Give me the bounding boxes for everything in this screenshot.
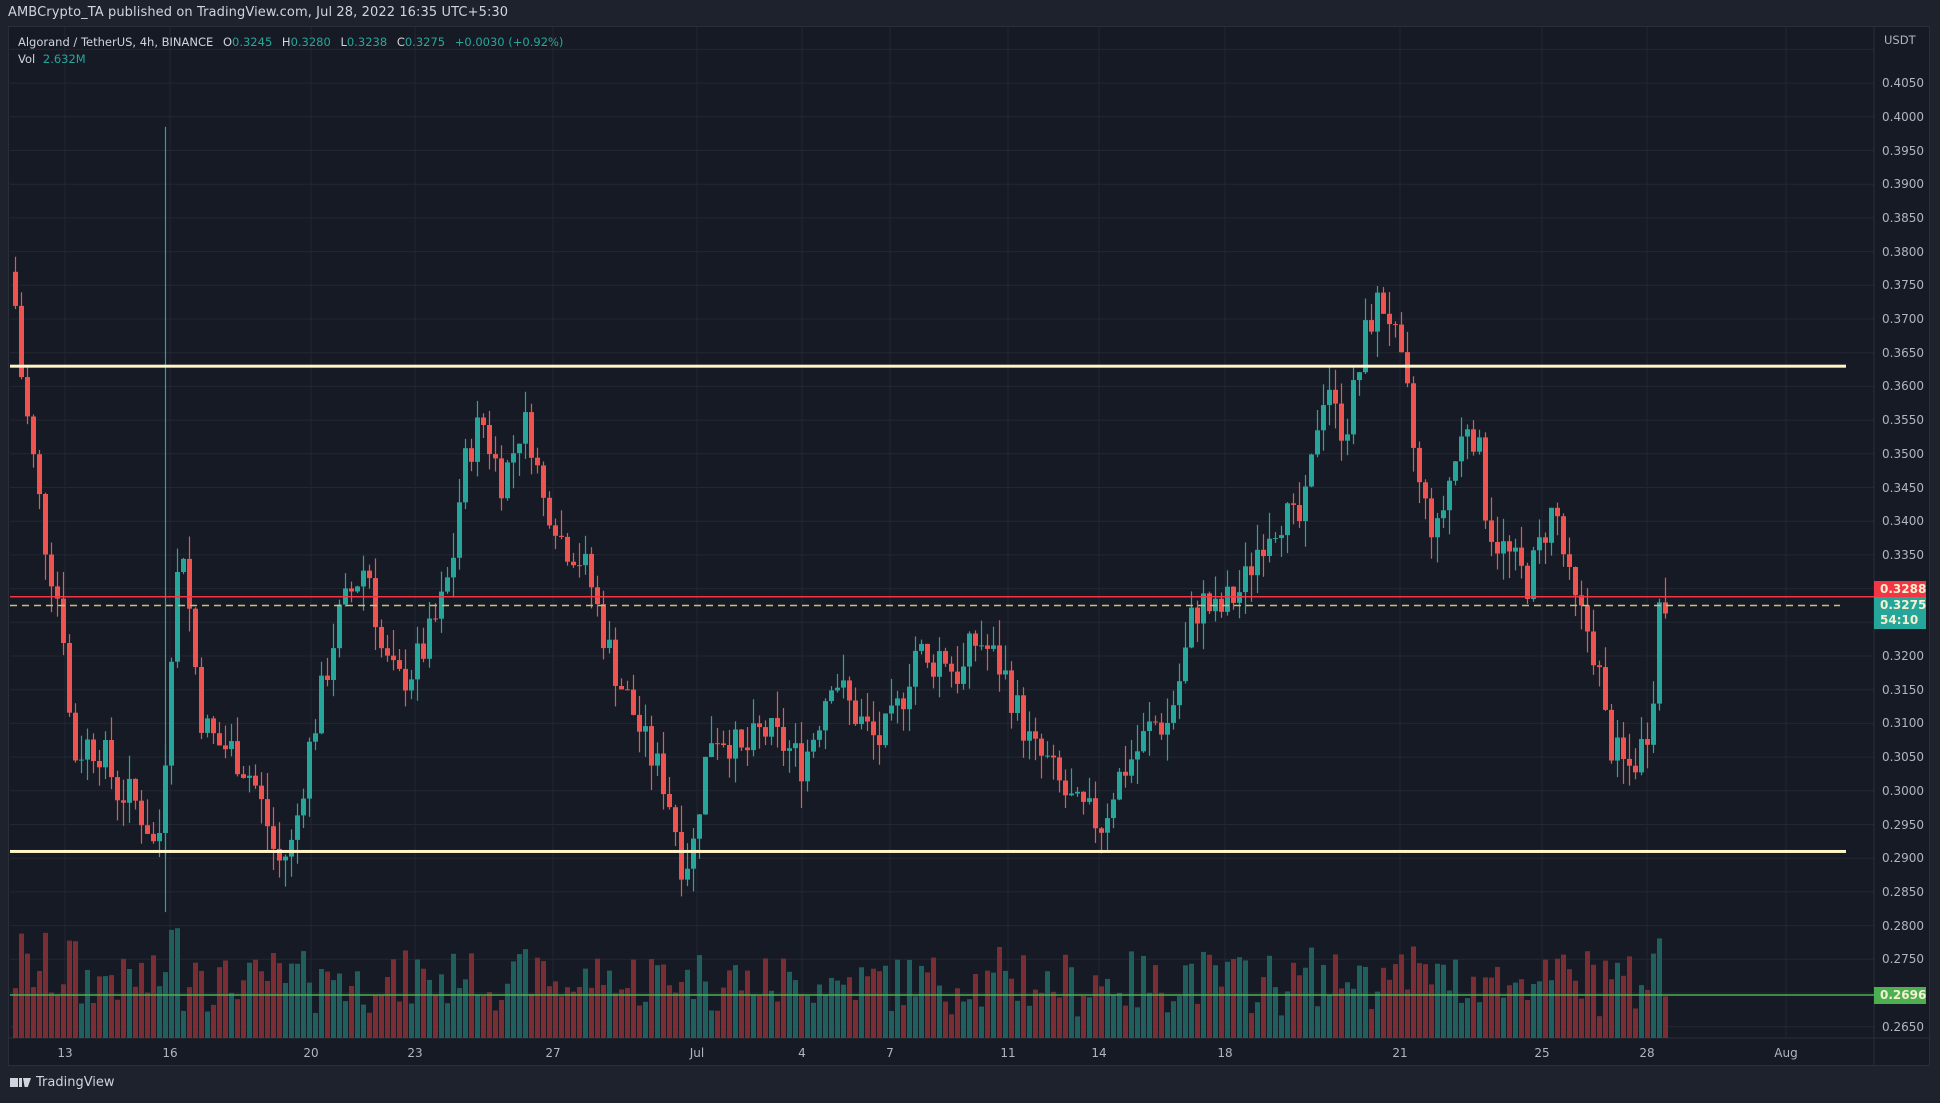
low-value: 0.3238	[346, 35, 388, 49]
price-tick: 0.3600	[1882, 379, 1924, 394]
price-tick: 0.2650	[1882, 1019, 1924, 1034]
volume-value: 2.632M	[42, 52, 86, 66]
time-tick: 21	[1392, 1046, 1408, 1060]
price-tick: 0.3100	[1882, 716, 1924, 731]
price-tick: 0.2850	[1882, 884, 1924, 899]
currency-label: USDT	[1884, 33, 1916, 47]
price-tick: 0.2800	[1882, 918, 1924, 933]
high-value: 0.3280	[290, 35, 331, 49]
ohlc-row: Algorand / TetherUS, 4h, BINANCE O0.3245…	[18, 35, 564, 49]
price-tick: 0.2900	[1882, 851, 1924, 866]
bar-countdown: 54:10	[1880, 613, 1919, 627]
price-tick: 0.3850	[1882, 210, 1924, 225]
time-tick: 23	[407, 1046, 423, 1060]
price-tick: 0.3700	[1882, 312, 1924, 326]
time-tick: 4	[798, 1046, 806, 1060]
change-value: +0.0030 (+0.92%)	[454, 35, 564, 49]
price-tick: 0.3550	[1882, 413, 1924, 428]
price-tick: 0.4000	[1882, 109, 1924, 124]
time-tick: Jul	[689, 1046, 705, 1060]
publish-info: AMBCrypto_TA published on TradingView.co…	[8, 5, 509, 20]
price-tick: 0.3050	[1882, 750, 1924, 765]
time-tick: 25	[1534, 1046, 1550, 1060]
time-tick: 11	[1000, 1046, 1016, 1060]
price-tick: 0.3150	[1882, 682, 1924, 697]
time-tick: Aug	[1774, 1046, 1798, 1060]
time-tick: 28	[1639, 1046, 1655, 1060]
brand-name: TradingView	[36, 1075, 115, 1090]
price-tick: 0.3200	[1882, 649, 1924, 663]
time-tick: 27	[545, 1046, 561, 1060]
tradingview-logo-icon	[10, 1078, 31, 1087]
time-tick: 18	[1217, 1046, 1233, 1060]
time-tick: 7	[886, 1046, 894, 1060]
time-tick: 16	[162, 1046, 178, 1060]
price-tick: 0.3650	[1882, 345, 1924, 360]
price-tick: 0.3950	[1882, 143, 1924, 158]
price-tick: 0.3450	[1882, 480, 1924, 495]
time-tick: 20	[303, 1046, 319, 1060]
price-tick: 0.3350	[1882, 547, 1924, 562]
price-tick: 0.3750	[1882, 278, 1924, 293]
price-tick: 0.3500	[1882, 446, 1924, 461]
time-tick: 13	[57, 1046, 73, 1060]
price-tick: 0.3900	[1882, 177, 1924, 192]
chart-legend: Algorand / TetherUS, 4h, BINANCE O0.3245…	[18, 34, 563, 68]
chart-frame[interactable]	[8, 26, 1930, 1066]
price-tick: 0.3800	[1882, 244, 1924, 259]
green-level-tag: 0.2696	[1874, 987, 1926, 1004]
price-tick: 0.3400	[1882, 514, 1924, 529]
open-value: 0.3245	[232, 35, 273, 49]
price-tick: 0.2750	[1882, 952, 1924, 967]
last-price-tag: 0.3275 54:10	[1874, 597, 1926, 629]
price-tick: 0.4050	[1882, 76, 1924, 91]
price-tick: 0.3000	[1882, 783, 1924, 798]
red-level-tag: 0.3288	[1874, 581, 1926, 597]
tradingview-footer[interactable]: TradingView	[10, 1075, 115, 1090]
volume-row: Vol 2.632M	[18, 52, 86, 66]
time-tick: 14	[1091, 1046, 1107, 1060]
price-tick: 0.2950	[1882, 817, 1924, 832]
symbol-title[interactable]: Algorand / TetherUS, 4h, BINANCE	[18, 35, 214, 49]
close-value: 0.3275	[404, 35, 446, 49]
